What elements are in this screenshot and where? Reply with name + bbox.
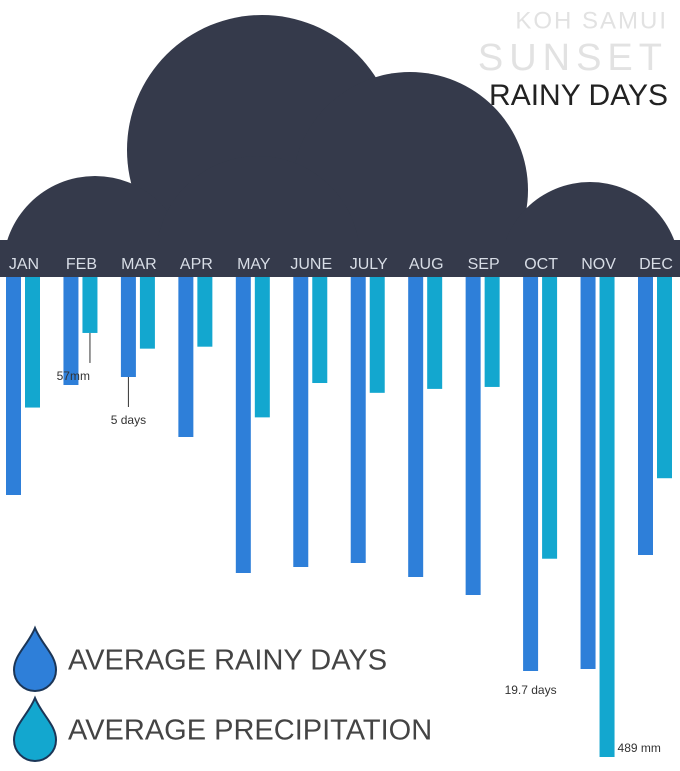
x-tick-label: SEP [468,256,500,273]
bar [120,277,136,377]
bar [235,277,251,573]
cloud [0,15,680,277]
bar [408,277,424,577]
subtitle: KOH SAMUI [515,7,668,34]
data-label: 5 days [111,413,146,427]
x-tick-label: APR [180,256,213,273]
bar [293,277,309,567]
data-label: 489 mm [618,741,661,755]
bar [465,277,481,595]
bar [25,277,40,408]
bar [542,277,558,559]
bar [484,277,500,387]
bar [523,277,539,671]
subtitle: SUNSET [478,37,668,79]
x-tick-label: JUNE [290,256,332,273]
bar [350,277,366,563]
bar [6,277,21,495]
bar [82,277,98,333]
x-tick-label: OCT [524,256,558,273]
chart-title: RAINY DAYS [489,79,668,112]
legend-drop [12,625,58,692]
bar [369,277,385,393]
x-tick-label: DEC [639,256,673,273]
bar [312,277,328,384]
x-tick-label: NOV [581,256,616,273]
data-label: 19.7 days [505,683,557,697]
x-tick-label: FEB [66,256,97,273]
bar [254,277,270,418]
legend-drop [12,695,58,762]
x-tick-label: JULY [350,256,388,273]
bar [638,277,653,555]
legend-label: AVERAGE PRECIPITATION [68,715,432,747]
bar [139,277,155,349]
x-tick-label: JAN [9,256,39,273]
bar [599,277,615,757]
bar [427,277,443,389]
bar [63,277,79,385]
x-tick-label: MAR [121,256,157,273]
bar [580,277,596,669]
x-tick-label: MAY [237,256,271,273]
data-label: 57mm [57,369,90,383]
legend-label: AVERAGE RAINY DAYS [68,645,387,677]
x-tick-label: AUG [409,256,444,273]
bar [178,277,194,437]
bar [657,277,672,479]
bar [197,277,213,347]
